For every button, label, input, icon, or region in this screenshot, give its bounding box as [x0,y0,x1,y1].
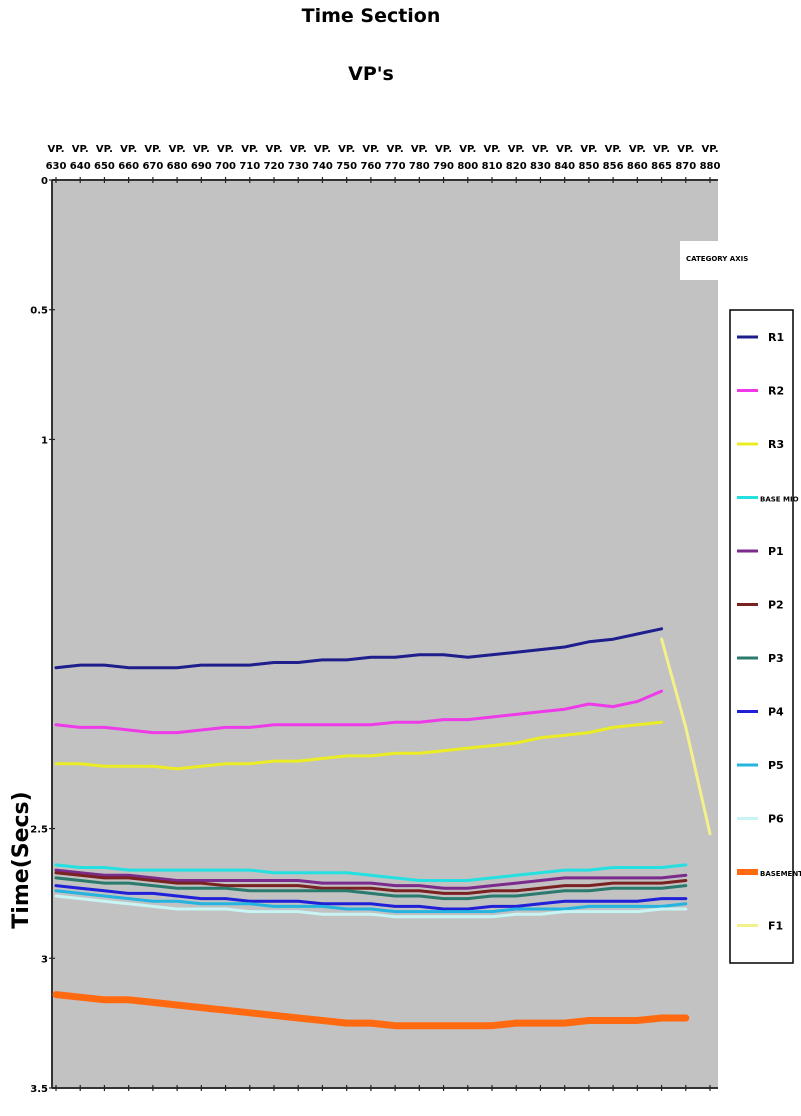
x-tick-label: VP. [605,144,622,155]
x-tick-label: VP. [47,144,64,155]
y-tick-label: 3 [41,954,48,965]
y-tick-label: 0.5 [30,306,48,317]
legend-label: R1 [768,331,784,344]
legend-label: P4 [768,706,784,719]
y-tick-label: 3.5 [30,1084,48,1095]
series-line-f1 [660,637,712,836]
series-line-p1 [54,868,688,890]
x-tick-label: 840 [554,161,575,172]
y-tick-label: 0 [41,176,48,187]
x-tick-label: 856 [603,161,624,172]
x-tick-label: VP. [169,144,186,155]
x-tick-label: VP. [387,144,404,155]
series-line-r3 [54,720,664,771]
series-line-p5 [54,889,688,914]
x-tick-label: VP. [653,144,670,155]
legend: R1 R2 R3 BASE MIO P1 P2 P3 P4 P5 P6 BASEMENT F1 [737,331,801,933]
series-line-p4 [54,884,688,911]
x-tick-label: VP. [483,144,500,155]
x-tick-label: 790 [433,161,454,172]
category-axis-box [680,241,780,280]
legend-label: R2 [768,385,784,398]
series-line-base-mio [54,863,688,882]
x-tick-label: VP. [459,144,476,155]
x-tick-label: VP. [411,144,428,155]
x-tick-label: 630 [46,161,67,172]
x-tick-label: 780 [409,161,430,172]
x-tick-label: 670 [142,161,163,172]
x-tick-label: 810 [482,161,503,172]
series-line-r1 [54,627,664,670]
x-tick-label: VP. [265,144,282,155]
legend-label: BASE MIO [760,496,799,504]
legend-label: P6 [768,813,784,826]
x-tick-label: 730 [288,161,309,172]
x-tick-label: 740 [312,161,333,172]
x-axis-ticks: VP. 630 VP. 640 VP. 650 VP. 660 VP. 670 VP. 680 VP. 6… [46,144,721,1091]
x-tick-label: VP. [629,144,646,155]
series-line-r2 [54,689,664,735]
chart-title: Time Section [302,5,441,27]
legend-label: P2 [768,599,784,612]
category-axis-label: CATEGORY AXIS [686,255,748,263]
x-tick-label: 680 [167,161,188,172]
series-lines [52,627,712,1030]
legend-label: BASEMENT [760,870,801,878]
x-tick-label: VP. [144,144,161,155]
x-tick-label: VP. [290,144,307,155]
x-tick-label: 860 [627,161,648,172]
x-tick-label: 800 [457,161,478,172]
x-tick-label: 640 [70,161,91,172]
y-tick-label: 1 [41,435,48,446]
x-tick-label: 700 [215,161,236,172]
x-tick-label: VP. [338,144,355,155]
x-tick-label: 690 [191,161,212,172]
x-tick-label: VP. [580,144,597,155]
chart-subtitle: VP's [348,63,394,85]
x-tick-label: 865 [651,161,672,172]
x-tick-label: 880 [700,161,721,172]
legend-label: F1 [768,920,783,933]
x-tick-label: 820 [506,161,527,172]
series-line-p2 [54,871,688,895]
x-tick-label: VP. [677,144,694,155]
x-tick-label: 760 [360,161,381,172]
x-tick-label: VP. [314,144,331,155]
x-tick-label: VP. [217,144,234,155]
x-tick-label: VP. [193,144,210,155]
x-tick-label: VP. [72,144,89,155]
x-tick-label: 870 [675,161,696,172]
legend-label: R3 [768,438,784,451]
y-axis-label: Time(Secs) [9,791,34,928]
series-line-p6 [54,894,688,919]
x-tick-label: 650 [94,161,115,172]
y-axis-ticks: 0 0.5 1 2.5 3 3.5 [30,176,55,1095]
x-tick-label: 720 [264,161,285,172]
x-tick-label: VP. [96,144,113,155]
plot-area [52,180,718,1088]
x-tick-label: VP. [435,144,452,155]
x-tick-label: 830 [530,161,551,172]
series-line-p3 [54,876,688,901]
x-tick-label: 850 [578,161,599,172]
x-tick-label: VP. [556,144,573,155]
legend-box [729,309,794,964]
x-tick-label: 770 [385,161,406,172]
y-tick-label: 2.5 [30,825,48,836]
x-tick-label: VP. [508,144,525,155]
x-tick-label: 660 [118,161,139,172]
x-tick-label: 710 [239,161,260,172]
legend-label: P1 [768,545,784,558]
x-tick-label: VP. [362,144,379,155]
x-tick-label: VP. [701,144,718,155]
x-tick-label: VP. [532,144,549,155]
legend-label: P3 [768,652,784,665]
series-line-basement [52,991,690,1030]
x-tick-label: 750 [336,161,357,172]
x-tick-label: VP. [241,144,258,155]
x-tick-label: VP. [120,144,137,155]
legend-label: P5 [768,759,784,772]
